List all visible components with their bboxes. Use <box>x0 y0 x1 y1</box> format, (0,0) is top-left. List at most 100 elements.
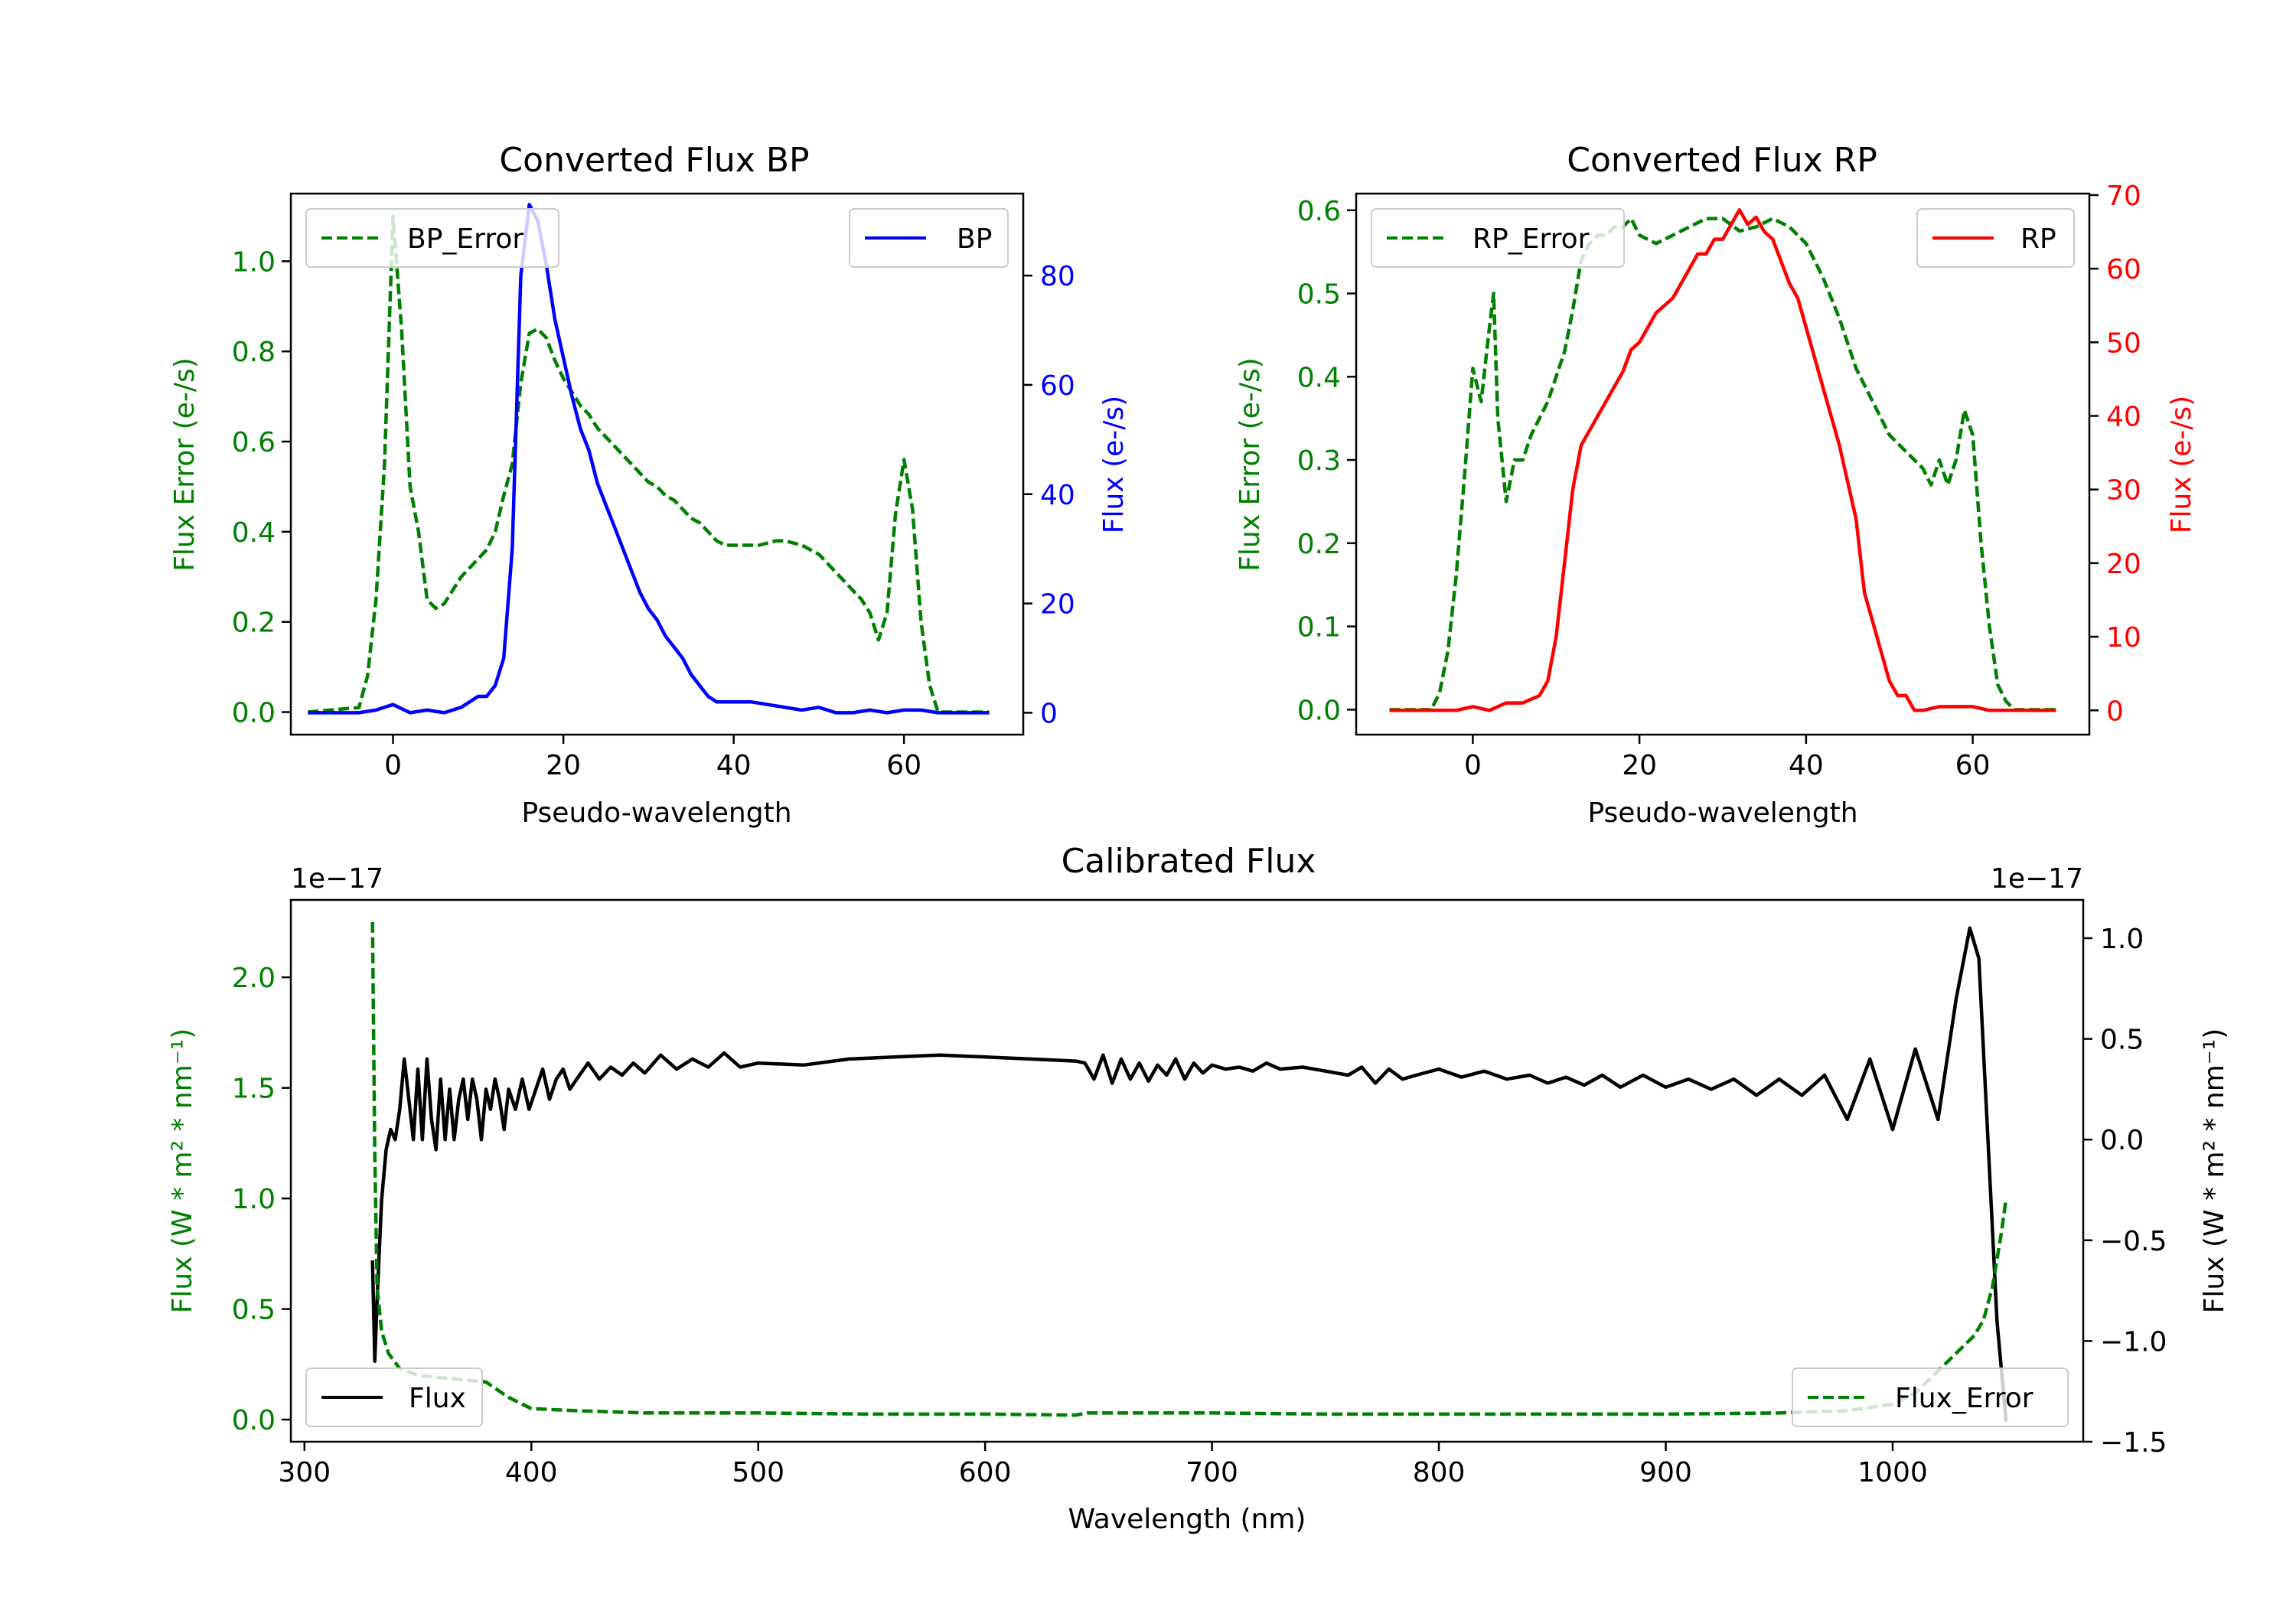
cal-x-tick-label: 300 <box>278 1457 331 1488</box>
rp-x-tick-label: 0 <box>1464 750 1482 781</box>
rp-left-axis-label: Flux Error (e-/s) <box>1234 357 1266 572</box>
rp-x-axis-label: Pseudo-wavelength <box>1587 797 1857 829</box>
rp-legend-flux-label: RP <box>2020 223 2056 255</box>
cal-right-tick-label: −0.5 <box>2100 1226 2167 1257</box>
rp-legend-flux: RP <box>1916 208 2075 268</box>
cal-right-tick-label: 1.0 <box>2100 924 2144 955</box>
bp-legend-error: BP_Error <box>305 208 559 268</box>
rp-right-tick-label: 10 <box>2106 622 2141 654</box>
bp-left-axis-label: Flux Error (e-/s) <box>169 357 201 572</box>
cal-x-axis-label: Wavelength (nm) <box>1068 1504 1306 1535</box>
bp-x-axis-label: Pseudo-wavelength <box>521 797 791 829</box>
cal-x-tick-label: 500 <box>732 1457 784 1488</box>
rp-left-tick-label: 0.2 <box>1297 529 1341 560</box>
rp-left-tick-label: 0.4 <box>1297 362 1341 393</box>
bp-axes-frame <box>289 192 1025 736</box>
cal-x-tick-label: 1000 <box>1857 1457 1928 1488</box>
bp-right-tick-label: 20 <box>1040 589 1075 621</box>
cal-legend-error-label: Flux_Error <box>1895 1383 2033 1414</box>
rp-series-rp-error-line <box>1389 217 2056 712</box>
rp-plot-area <box>1389 207 2056 712</box>
rp-axes-frame <box>1355 192 2091 736</box>
rp-left-tick-label: 0.3 <box>1297 445 1341 477</box>
rp-right-tick-label: 30 <box>2106 475 2141 507</box>
cal-legend-flux-label: Flux <box>409 1383 466 1414</box>
bp-x-tick-label: 0 <box>384 750 402 781</box>
bp-right-tick-label: 40 <box>1040 480 1075 511</box>
bp-right-tick-label: 0 <box>1040 698 1058 729</box>
cal-right-axis-label: Flux (W * m² * nm⁻¹) <box>2199 1028 2230 1314</box>
rp-right-tick-label: 0 <box>2106 696 2124 727</box>
bp-left-tick-label: 0.0 <box>232 698 276 729</box>
rp-left-tick-label: 0.5 <box>1297 279 1341 311</box>
bp-x-tick-label: 60 <box>886 750 921 781</box>
bp-right-tick-label: 60 <box>1040 370 1075 402</box>
rp-legend-error: RP_Error <box>1371 208 1625 268</box>
cal-left-tick-label: 0.0 <box>232 1405 276 1436</box>
cal-x-tick-label: 600 <box>959 1457 1012 1488</box>
bp-x-ticks: 0 20 40 60 <box>384 735 921 781</box>
cal-x-tick-label: 700 <box>1186 1457 1238 1488</box>
bp-left-ticks: 0.0 0.2 0.4 0.6 0.8 1.0 <box>232 246 291 729</box>
rp-series-rp-line <box>1389 207 2056 712</box>
bp-left-tick-label: 1.0 <box>232 246 276 278</box>
rp-right-tick-label: 50 <box>2106 328 2141 359</box>
panel-calibrated: Calibrated Flux 1e−17 1e−17 300 400 500 600… <box>167 842 2230 1535</box>
cal-x-tick-label: 400 <box>505 1457 558 1488</box>
cal-right-offset-text: 1e−17 <box>1991 863 2083 895</box>
bp-series-bp-error-line <box>308 214 990 714</box>
panel-rp: Converted Flux RP 0 20 40 60 0.00.10.20.30.… <box>1234 141 2197 829</box>
bp-right-ticks: 0 20 40 60 80 <box>1023 261 1075 729</box>
rp-right-tick-label: 60 <box>2106 254 2141 285</box>
bp-x-tick-label: 40 <box>716 750 752 781</box>
cal-right-ticks: −1.5 −1.0 −0.5 0.0 0.5 1.0 <box>2083 924 2167 1459</box>
rp-chart-title: Converted Flux RP <box>1567 141 1877 180</box>
bp-right-axis-label: Flux (e-/s) <box>1098 396 1130 533</box>
cal-left-tick-label: 2.0 <box>232 963 276 994</box>
bp-series-bp-line <box>308 203 990 715</box>
rp-x-ticks: 0 20 40 60 <box>1464 735 1991 781</box>
rp-x-tick-label: 20 <box>1622 750 1657 781</box>
cal-left-axis-label: Flux (W * m² * nm⁻¹) <box>167 1028 198 1314</box>
cal-left-tick-label: 1.5 <box>232 1074 276 1105</box>
bp-legend-error-label: BP_Error <box>407 223 523 255</box>
rp-legend-error-label: RP_Error <box>1473 223 1590 255</box>
bp-left-tick-label: 0.4 <box>232 517 276 549</box>
panel-bp: Converted Flux BP 0 20 40 60 0.00.20.40.60.… <box>169 141 1130 829</box>
rp-left-ticks: 0.0 0.1 0.2 0.3 0.4 0.5 0.6 <box>1297 196 1356 726</box>
cal-right-tick-label: −1.5 <box>2100 1427 2167 1459</box>
cal-x-ticks: 300 400 500 600 700 800 900 1000 <box>278 1442 1928 1488</box>
rp-right-tick-label: 40 <box>2106 401 2141 432</box>
rp-x-tick-label: 60 <box>1955 750 1991 781</box>
cal-legend-error: Flux_Error <box>1792 1367 2069 1427</box>
rp-left-tick-label: 0.1 <box>1297 612 1341 644</box>
rp-right-tick-label: 20 <box>2106 549 2141 580</box>
cal-left-ticks: 0.0 0.5 1.0 1.5 2.0 <box>232 963 291 1436</box>
bp-chart-title: Converted Flux BP <box>499 141 809 180</box>
rp-right-axis-label: Flux (e-/s) <box>2166 396 2197 533</box>
rp-right-ticks: 0 10 20 30 40 50 60 70 <box>2089 181 2141 727</box>
bp-right-tick-label: 80 <box>1040 261 1075 292</box>
bp-x-tick-label: 20 <box>546 750 581 781</box>
bp-left-tick-label: 0.2 <box>232 608 276 639</box>
cal-left-offset-text: 1e−17 <box>291 863 383 895</box>
rp-left-tick-label: 0.6 <box>1297 196 1341 227</box>
cal-x-tick-label: 800 <box>1413 1457 1466 1488</box>
bp-legend-flux-label: BP <box>957 223 992 255</box>
cal-axes-frame <box>289 898 2085 1443</box>
rp-right-tick-label: 70 <box>2106 181 2141 212</box>
rp-x-tick-label: 40 <box>1789 750 1824 781</box>
bp-plot-area <box>308 203 990 715</box>
cal-series-flux-line <box>370 926 2008 1422</box>
rp-left-tick-label: 0.0 <box>1297 695 1341 726</box>
cal-chart-title: Calibrated Flux <box>1062 842 1316 881</box>
cal-right-tick-label: −1.0 <box>2100 1326 2167 1358</box>
bp-left-tick-label: 0.6 <box>232 427 276 458</box>
cal-right-tick-label: 0.5 <box>2100 1025 2144 1056</box>
cal-left-tick-label: 1.0 <box>232 1184 276 1215</box>
bp-left-tick-label: 0.8 <box>232 337 276 368</box>
bp-legend-flux: BP <box>849 208 1009 268</box>
cal-legend-flux: Flux <box>305 1367 483 1427</box>
cal-x-tick-label: 900 <box>1639 1457 1692 1488</box>
